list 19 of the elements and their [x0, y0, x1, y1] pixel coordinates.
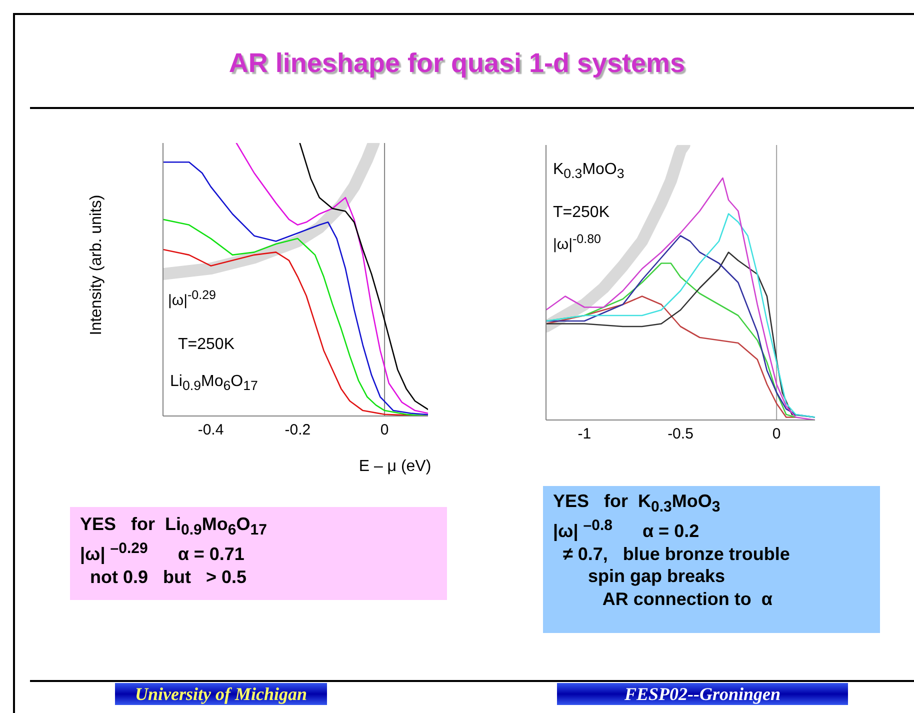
x-tick-label: -0.5 — [668, 426, 694, 443]
text: YES for K$_{0.3}$MoO$_{3}$ |ω| $^{–0.8}$ α = 0.2 ≠ 0.7, blue bronze trouble spin gap breaks AR connection to α — [553, 491, 790, 609]
x-axis-title: E – μ (eV) — [358, 458, 432, 476]
x-tick-label: -0.2 — [284, 422, 311, 439]
x-tick-label: -0.4 — [198, 422, 224, 439]
annotation: Li$_{0.9}$Mo$_{6}$O$_{17}$ — [170, 372, 258, 394]
x-tick-label: -1 — [578, 426, 592, 443]
annotation: |ω|$^{-0.29}$ — [168, 288, 216, 310]
annotation: T=250K — [553, 203, 610, 222]
annotation: K$_{0.3}$MoO$_{3}$ — [553, 160, 624, 182]
x-tick-label: 0 — [380, 422, 389, 439]
annotation: |ω|$^{-0.80}$ — [553, 232, 602, 254]
text: YES for Li$_{0.9}$Mo$_{6}$O$_{17}$ |ω| $^{–0.29}$ α = 0.71 not 0.9 but > 0.5 — [80, 514, 267, 587]
annotation: T=250K — [178, 335, 234, 354]
text: University of Michigan — [115, 683, 327, 705]
y-axis-title: Intensity (arb. units) — [88, 194, 106, 336]
chart-title: AR lineshape for quasi 1-d systems — [228, 48, 686, 79]
text: FESP02--Groningen — [557, 683, 848, 705]
x-tick-label: 0 — [772, 426, 781, 443]
